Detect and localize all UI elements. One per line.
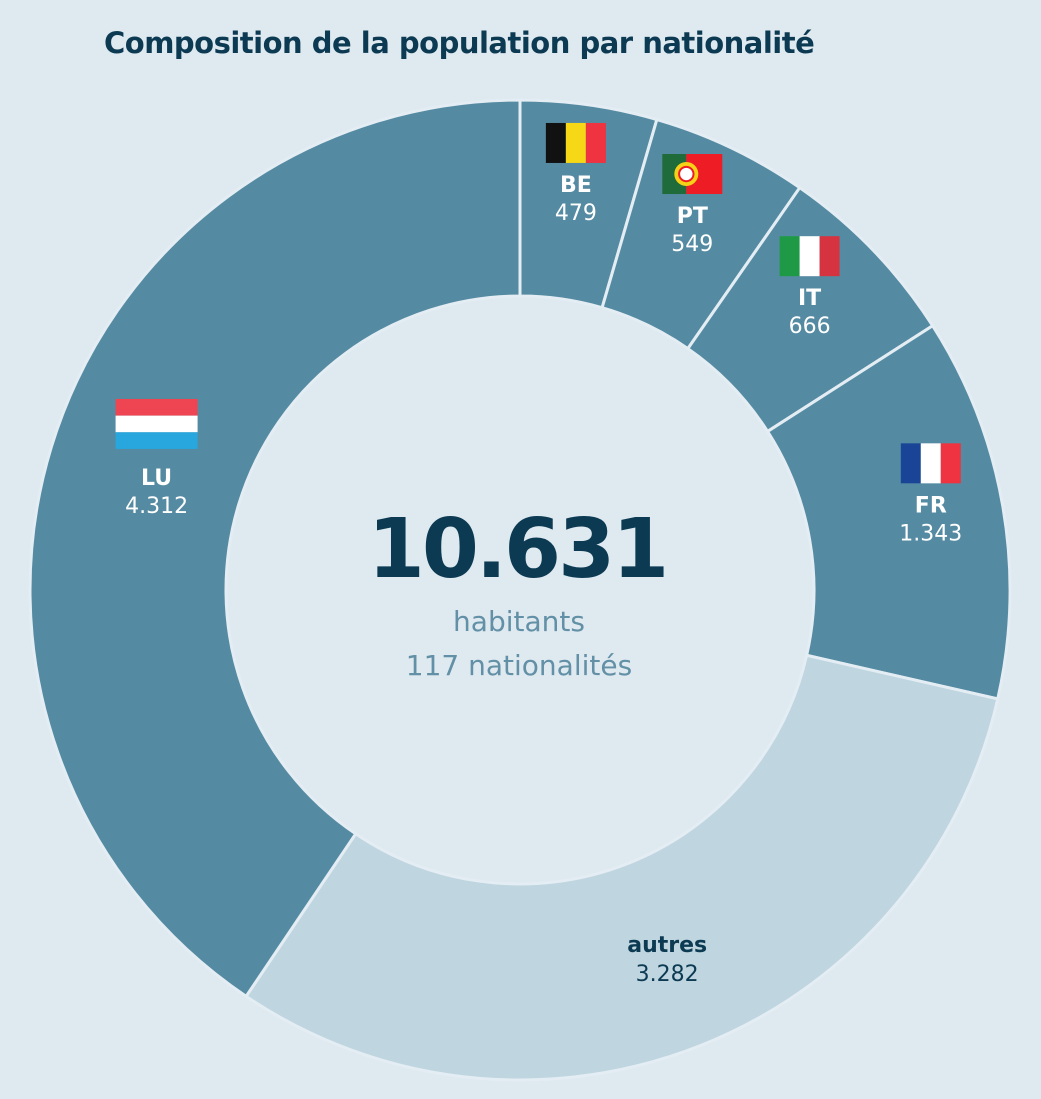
chart-title: Composition de la population par nationa… xyxy=(104,26,815,60)
center-line-nationalities: 117 nationalités xyxy=(406,649,632,682)
slice-fr xyxy=(765,323,1012,701)
slice-value-it: 666 xyxy=(789,314,831,339)
italy-flag-icon xyxy=(779,236,840,277)
center-summary: 10.631 habitants 117 nationalités xyxy=(368,502,669,682)
slice-value-lu: 4.312 xyxy=(125,494,188,519)
slice-autres xyxy=(244,653,1000,1082)
slices-group xyxy=(28,98,1012,1082)
portugal-flag-icon xyxy=(662,154,723,195)
labels-group: BE 479 PT 549 IT 666 FR 1.343 autres 3.282 LU 4.312 xyxy=(125,173,962,987)
slice-label-pt: PT xyxy=(677,204,708,229)
slice-label-fr: FR xyxy=(915,493,947,518)
luxembourg-flag-icon xyxy=(115,398,198,449)
belgium-flag-icon xyxy=(545,122,606,163)
slice-label-lu: LU xyxy=(141,466,172,491)
slice-label-it: IT xyxy=(798,286,821,311)
slice-value-fr: 1.343 xyxy=(899,521,962,546)
slice-lu xyxy=(28,98,522,999)
slice-label-be: BE xyxy=(560,173,592,198)
flags-group xyxy=(115,122,961,484)
slice-value-pt: 549 xyxy=(671,232,713,257)
france-flag-icon xyxy=(900,443,961,484)
center-line-habitants: habitants xyxy=(453,605,585,638)
total-population: 10.631 xyxy=(368,502,666,597)
slice-value-be: 479 xyxy=(555,201,597,226)
slice-label-autres: autres xyxy=(627,933,707,958)
slice-value-autres: 3.282 xyxy=(636,962,699,987)
